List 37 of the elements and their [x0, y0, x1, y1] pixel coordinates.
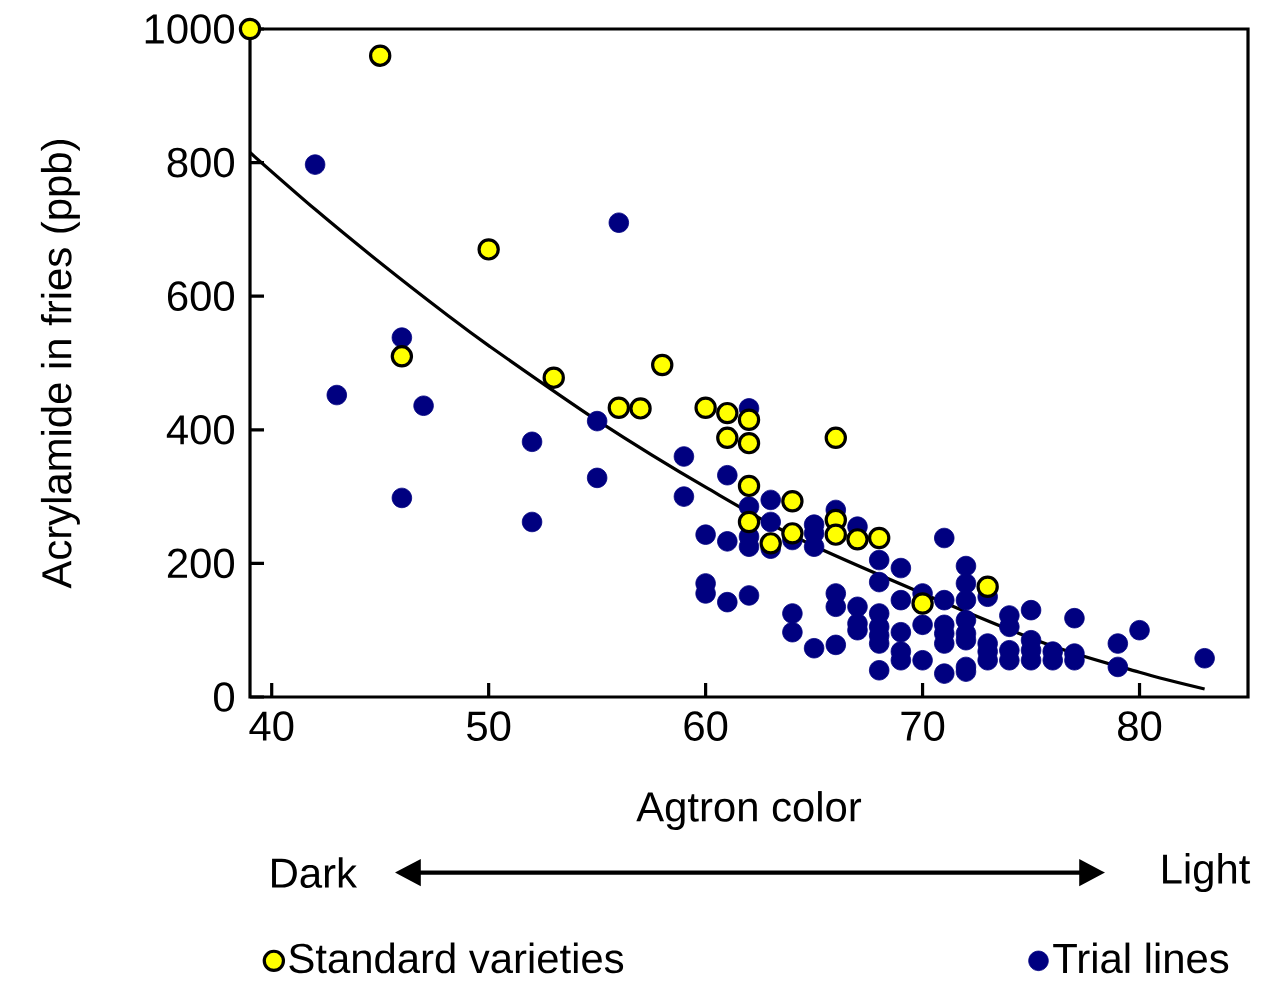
point: [759, 532, 782, 555]
point: [781, 522, 804, 545]
text: Dark: [272, 857, 358, 888]
point: [542, 366, 565, 389]
point: [781, 490, 804, 513]
point: [694, 396, 717, 419]
x-axis-title: Agtron color: [636, 791, 862, 830]
point: [716, 426, 739, 449]
point: [390, 345, 414, 368]
point: [824, 426, 847, 449]
x-tick-label: 80: [1118, 711, 1162, 741]
point: [824, 523, 847, 546]
point: [607, 396, 631, 419]
point: [737, 431, 761, 455]
y-tick-label: 600: [167, 281, 234, 311]
y-tick-label: 1000: [145, 14, 234, 44]
y-tick-label: 800: [167, 147, 234, 178]
legend-label: Trial lines: [1053, 942, 1229, 974]
x-tick-label: 60: [684, 711, 728, 741]
point: [716, 401, 739, 425]
y-axis-title: Acrylamide in fries (ppb): [40, 140, 80, 589]
point: [477, 238, 500, 261]
y-tick-label: 400: [166, 414, 234, 445]
x-tick-label: 50: [467, 711, 511, 741]
point: [737, 510, 761, 534]
point: [238, 17, 262, 41]
x-tick-label: 70: [901, 711, 945, 741]
y-tick-label: 200: [167, 548, 234, 579]
point: [737, 474, 761, 498]
point: [368, 44, 392, 67]
point: [629, 397, 652, 420]
x-tick-label: 40: [249, 711, 294, 741]
point: [651, 353, 674, 377]
y-tick-label: 0: [214, 682, 235, 712]
point: [867, 526, 891, 550]
legend-label: Standard varieties: [289, 942, 624, 974]
text: Light: [1163, 853, 1251, 893]
